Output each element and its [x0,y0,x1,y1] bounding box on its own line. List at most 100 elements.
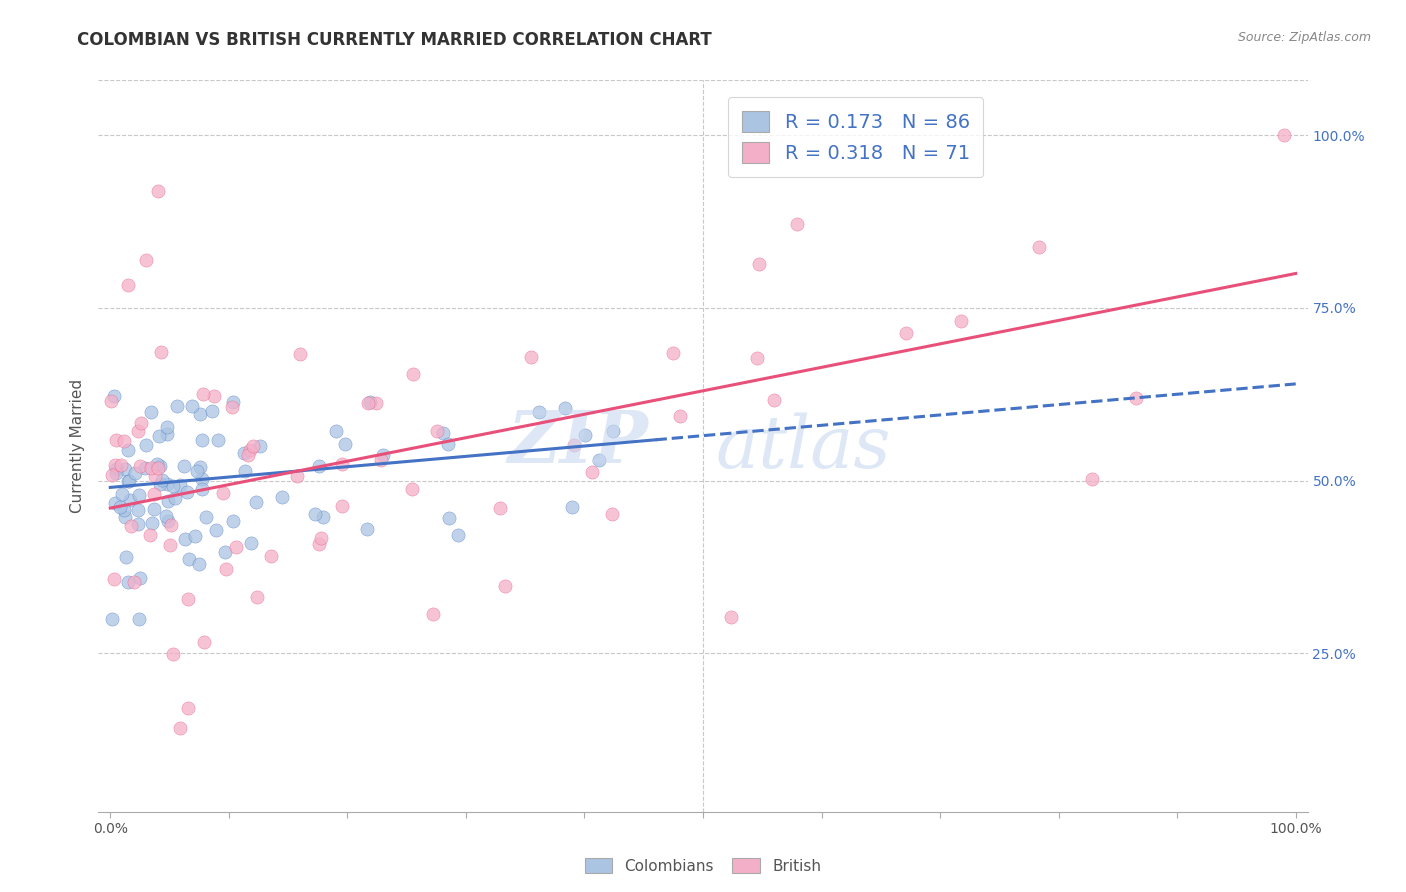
Point [747,351,769,365]
Point [141,516,163,530]
Point [564,437,586,451]
Point [103,572,125,586]
Point [191,472,214,486]
Point [115,549,138,564]
Point [108,500,131,514]
Point [581,465,603,479]
Point [190,407,212,421]
Point [370,453,392,467]
Point [104,458,127,472]
Point [488,500,510,515]
Point [122,575,145,590]
Point [249,439,271,453]
Point [124,466,146,480]
Point [356,522,378,536]
Point [222,394,245,409]
Point [128,424,150,438]
Point [359,394,381,409]
Point [156,420,179,434]
Point [245,495,267,509]
Point [225,541,247,555]
Point [436,436,458,450]
Point [100,394,122,409]
Point [221,400,243,414]
Point [193,386,215,401]
Point [112,503,135,517]
Point [141,460,163,475]
Point [520,350,543,364]
Point [129,458,152,473]
Point [173,532,195,546]
Point [159,537,181,551]
Point [287,469,309,483]
Point [188,557,211,571]
Point [401,482,423,496]
Point [600,507,623,521]
Point [366,395,388,409]
Point [1125,391,1147,405]
Point [181,399,204,413]
Text: Source: ZipAtlas.com: Source: ZipAtlas.com [1237,31,1371,45]
Point [148,429,170,443]
Point [114,510,136,524]
Point [335,437,357,451]
Point [149,458,172,473]
Point [309,532,332,546]
Point [222,514,245,528]
Point [141,405,163,419]
Point [668,409,690,423]
Point [561,500,583,514]
Point [135,438,157,452]
Point [402,368,425,382]
Point [529,405,551,419]
Point [128,611,150,625]
Point [371,448,394,462]
Point [156,494,179,508]
Point [308,458,330,473]
Point [149,345,172,359]
Point [142,486,165,500]
Point [117,442,139,457]
Point [162,647,184,661]
Point [304,507,326,521]
Point [204,523,226,537]
Point [155,509,177,524]
Point [101,611,124,625]
Point [312,509,335,524]
Point [127,503,149,517]
Point [494,578,516,592]
Point [156,477,179,491]
Point [146,457,169,471]
Point [207,433,229,447]
Point [447,527,470,541]
Point [308,537,330,551]
Point [271,490,294,504]
Point [135,252,157,267]
Point [184,529,207,543]
Point [150,473,173,487]
Point [103,389,125,403]
Point [149,477,172,491]
Point [763,393,786,408]
Point [117,475,139,489]
Point [128,488,150,502]
Point [101,467,124,482]
Point [146,460,169,475]
Point [105,466,128,480]
Point [439,510,461,524]
Y-axis label: Currently Married: Currently Married [70,379,86,513]
Point [202,389,225,403]
Text: ZIP: ZIP [508,407,648,478]
Point [588,453,610,467]
Point [157,515,180,529]
Point [143,468,166,483]
Point [186,465,208,479]
Point [233,464,256,478]
Point [330,457,353,471]
Point [422,607,444,621]
Point [156,427,179,442]
Point [165,491,187,506]
Point [212,486,235,500]
Point [325,425,347,439]
Legend: R = 0.173   N = 86, R = 0.318   N = 71: R = 0.173 N = 86, R = 0.318 N = 71 [728,97,983,177]
